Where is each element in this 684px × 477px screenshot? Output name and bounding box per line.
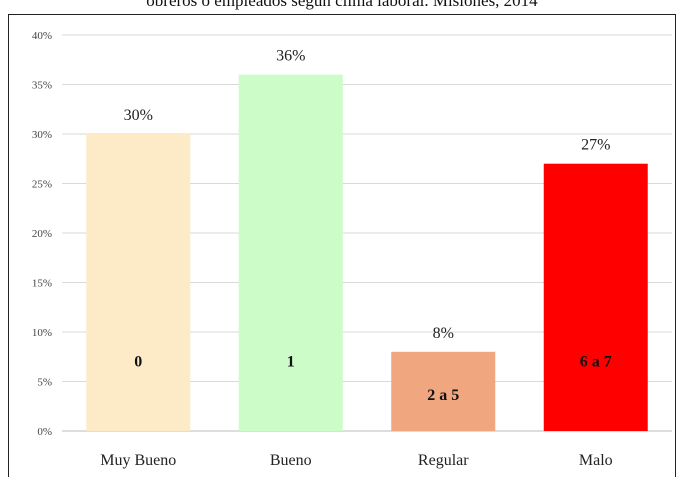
bars	[86, 74, 648, 431]
bar-malo	[543, 163, 648, 431]
data-label: 36%	[276, 48, 305, 65]
bar-muy-bueno	[86, 134, 191, 431]
y-tick-label: 5%	[37, 377, 52, 389]
bar-inner-label: 0	[134, 354, 142, 371]
bar-inner-label: 6 a 7	[580, 354, 612, 371]
y-tick-label: 25%	[32, 179, 52, 191]
y-tick-label: 10%	[32, 327, 52, 339]
chart-frame	[8, 14, 676, 477]
data-label: 8%	[433, 325, 454, 342]
y-tick-label: 0%	[37, 426, 52, 438]
y-tick-label: 15%	[32, 278, 52, 290]
bar-labels: 30% 0 36% 1 8% 2 a 5 27% 6 a 7	[124, 48, 612, 404]
data-label: 27%	[581, 137, 610, 154]
x-category-label: Malo	[579, 452, 613, 469]
chart-title: obreros o empleados según clima laboral.…	[146, 0, 538, 10]
y-tick-label: 20%	[32, 228, 52, 240]
x-category-label: Bueno	[270, 452, 312, 469]
x-category-label: Muy Bueno	[100, 452, 176, 469]
y-tick-label: 40%	[32, 30, 52, 42]
y-tick-label: 30%	[32, 129, 52, 141]
y-tick-label: 35%	[32, 80, 52, 92]
bar-bueno	[238, 74, 343, 431]
bar-inner-label: 1	[287, 354, 295, 371]
x-category-label: Regular	[418, 452, 469, 469]
x-axis-categories: Muy Bueno Bueno Regular Malo	[100, 452, 612, 469]
data-label: 30%	[124, 107, 153, 124]
bar-inner-label: 2 a 5	[427, 387, 459, 404]
y-axis-ticks: 0% 5% 10% 15% 20% 25% 30% 35% 40%	[32, 30, 52, 438]
bar-regular	[391, 351, 496, 431]
